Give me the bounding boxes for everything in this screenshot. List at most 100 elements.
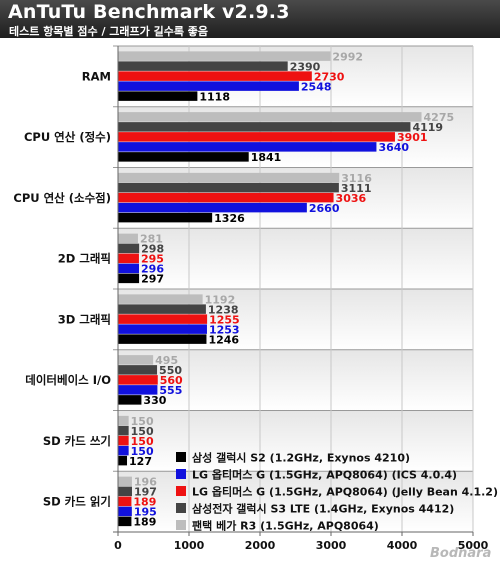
bar xyxy=(118,273,140,284)
bar xyxy=(118,263,140,274)
bar xyxy=(118,395,142,405)
bar xyxy=(118,122,411,132)
data-label: 296 xyxy=(141,263,164,276)
chart-header: AnTuTu Benchmark v2.9.3 테스트 항목별 점수 / 그래프… xyxy=(0,0,500,38)
legend-label: 삼성전자 갤럭시 S3 LTE (1.4GHz, Exynos 4412) xyxy=(192,502,454,516)
bar xyxy=(118,415,129,426)
data-label: 150 xyxy=(131,425,154,438)
legend-swatch xyxy=(176,520,186,530)
bar xyxy=(118,71,312,81)
bar xyxy=(118,425,129,436)
bar xyxy=(118,172,340,183)
data-label: 197 xyxy=(134,486,157,499)
legend-label: 삼성 갤럭시 S2 (1.2GHz, Exynos 4210) xyxy=(192,451,410,465)
bar xyxy=(118,334,207,344)
category-band xyxy=(118,349,473,411)
data-label: 196 xyxy=(134,476,157,489)
bar xyxy=(118,375,158,385)
bar xyxy=(118,51,331,61)
bar xyxy=(118,212,213,223)
data-label: 189 xyxy=(133,516,156,529)
data-label: 1841 xyxy=(251,151,282,164)
data-label: 550 xyxy=(159,364,182,377)
data-label: 4275 xyxy=(424,111,455,124)
data-label: 2548 xyxy=(301,80,332,93)
bar xyxy=(118,91,198,101)
data-label: 195 xyxy=(134,506,157,519)
bar xyxy=(118,182,339,193)
data-label: 150 xyxy=(131,435,154,448)
x-tick-label: 1000 xyxy=(174,539,205,552)
data-label: 1118 xyxy=(199,90,230,103)
watermark: Bodnara xyxy=(430,546,491,561)
bar xyxy=(118,142,377,152)
x-tick-label: 3000 xyxy=(316,539,347,552)
chart-title: AnTuTu Benchmark v2.9.3 xyxy=(8,1,290,23)
bar xyxy=(118,445,129,456)
x-tick-label: 2000 xyxy=(245,539,276,552)
bar xyxy=(118,476,132,487)
data-label: 150 xyxy=(131,445,154,458)
legend: 삼성 갤럭시 S2 (1.2GHz, Exynos 4210) LG 옵티머스 G… xyxy=(176,451,498,533)
data-label: 3036 xyxy=(336,192,367,205)
bar xyxy=(118,314,208,324)
data-label: 1246 xyxy=(208,333,239,346)
x-tick-label: 0 xyxy=(114,539,122,552)
bar xyxy=(118,253,139,264)
data-label: 3640 xyxy=(378,141,409,154)
category-label: RAM xyxy=(82,69,111,83)
bar xyxy=(118,192,334,203)
data-label: 2730 xyxy=(314,70,345,83)
x-tick-label: 5000 xyxy=(458,539,489,552)
bar xyxy=(118,506,132,517)
data-label: 295 xyxy=(141,253,164,266)
legend-swatch xyxy=(176,503,186,513)
bar xyxy=(118,355,154,365)
data-label: 297 xyxy=(141,273,164,286)
data-label: 298 xyxy=(141,243,164,256)
data-label: 1253 xyxy=(209,323,240,336)
bar xyxy=(118,486,132,497)
axes: 0 1000 2000 3000 4000 5000 RAM CPU 연산 (정수) CPU 연… xyxy=(13,46,489,552)
data-label: 127 xyxy=(129,455,152,468)
data-label: 150 xyxy=(131,415,154,428)
x-tick-label: 4000 xyxy=(387,539,418,552)
data-label: 330 xyxy=(143,394,166,407)
legend-label: LG 옵티머스 G (1.5GHz, APQ8064) (ICS 4.0.4) xyxy=(192,468,457,482)
bar xyxy=(118,435,129,446)
category-band xyxy=(118,228,473,289)
bar xyxy=(118,516,132,527)
data-label: 3901 xyxy=(397,131,428,144)
bar xyxy=(118,385,158,395)
category-label: SD 카드 쓰기 xyxy=(43,434,111,448)
bar xyxy=(118,243,140,254)
category-label: CPU 연산 (정수) xyxy=(24,130,111,144)
data-label: 189 xyxy=(133,496,156,509)
data-label: 2660 xyxy=(309,202,340,215)
data-label: 281 xyxy=(140,233,163,246)
bar xyxy=(118,324,207,334)
data-label: 555 xyxy=(159,384,182,397)
bar xyxy=(118,455,128,466)
legend-swatch xyxy=(176,486,186,496)
chart-subtitle: 테스트 항목별 점수 / 그래프가 길수록 좋음 xyxy=(9,25,209,38)
bar xyxy=(118,152,249,162)
data-label: 3116 xyxy=(341,172,372,185)
legend-label: 팬택 베가 R3 (1.5GHz, APQ8064) xyxy=(192,519,379,533)
data-label: 1192 xyxy=(205,293,236,306)
category-label: SD 카드 읽기 xyxy=(43,495,111,509)
legend-swatch xyxy=(176,452,186,462)
bar xyxy=(118,112,422,122)
category-label: 3D 그래픽 xyxy=(58,312,111,326)
bar xyxy=(118,294,203,304)
bar xyxy=(118,202,307,213)
legend-label: LG 옵티머스 G (1.5GHz, APQ8064) (Jelly Bean … xyxy=(192,485,498,499)
bar xyxy=(118,233,138,244)
data-label: 3111 xyxy=(341,182,372,195)
data-label: 1238 xyxy=(208,303,239,316)
bar xyxy=(118,132,395,142)
data-label: 4119 xyxy=(412,121,443,134)
data-label: 495 xyxy=(155,354,178,367)
